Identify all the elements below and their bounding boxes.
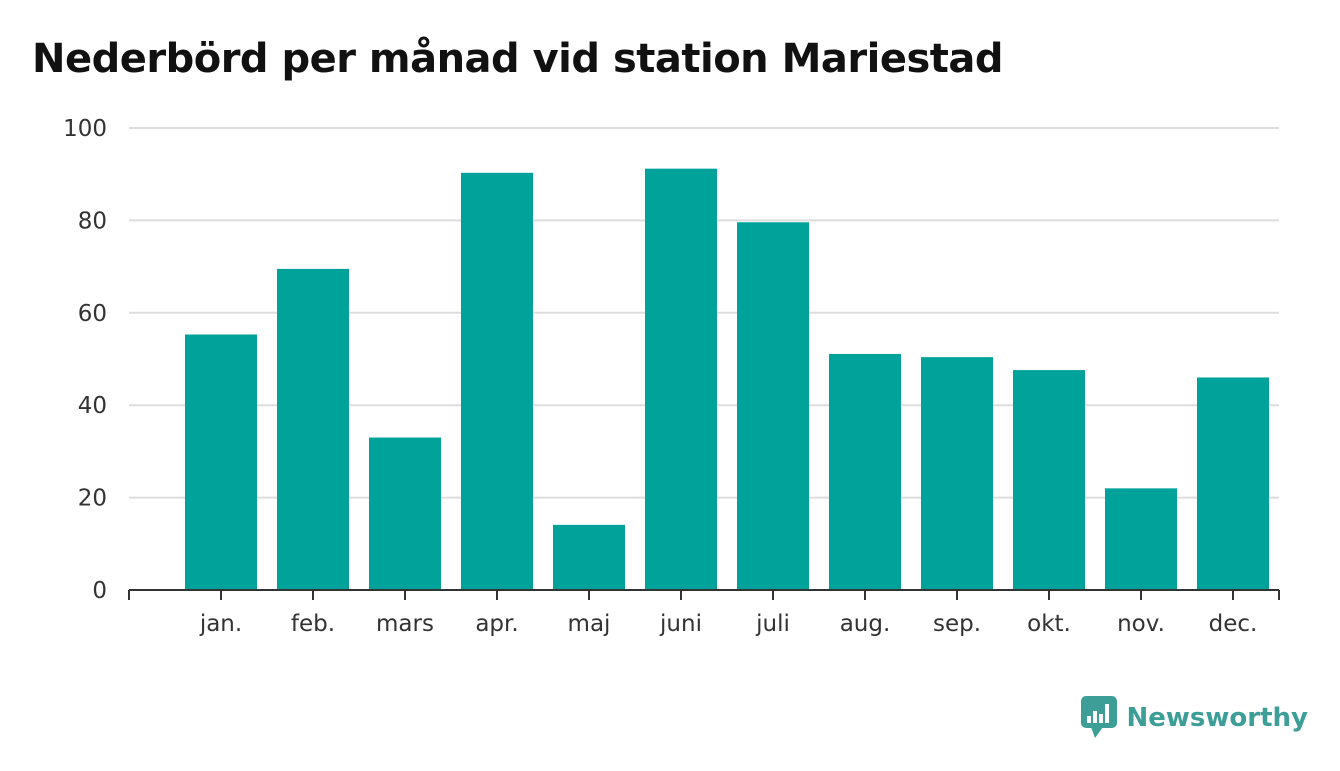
x-tick-label: apr. [475, 611, 518, 637]
bars [185, 168, 1269, 591]
bar [645, 168, 717, 590]
y-tick-label: 0 [92, 578, 107, 604]
y-tick-label: 100 [63, 116, 107, 142]
x-tick-label: juni [659, 611, 702, 637]
bar [277, 268, 349, 590]
y-tick-label: 40 [78, 393, 107, 419]
bar [1197, 377, 1269, 590]
bar [1105, 488, 1177, 590]
bar [737, 222, 809, 591]
brand-name: Newsworthy [1126, 703, 1308, 733]
x-tick-label: dec. [1209, 611, 1258, 637]
bar [1013, 370, 1085, 590]
axes [128, 589, 1280, 600]
newsworthy-brand: Newsworthy [1080, 696, 1308, 740]
y-tick-label: 80 [78, 208, 107, 234]
tick-labels: 0 20 40 60 80 100 jan. feb. mars apr. maj juni juli a… [63, 116, 1257, 637]
bar [461, 172, 533, 590]
bar [921, 357, 993, 590]
y-tick-label: 20 [78, 486, 107, 512]
x-tick-label: okt. [1027, 611, 1071, 637]
chart-title: Nederbörd per månad vid station Mariesta… [32, 36, 1004, 82]
x-tick-label: juli [755, 611, 790, 637]
bar [185, 334, 257, 590]
x-tick-label: maj [568, 611, 611, 637]
y-tick-label: 60 [78, 301, 107, 327]
x-tick-label: sep. [933, 611, 981, 637]
x-tick-label: aug. [840, 611, 891, 637]
x-tick-label: mars [376, 611, 434, 637]
bar [369, 437, 441, 590]
x-tick-label: feb. [291, 611, 335, 637]
newsworthy-logo-icon [1080, 696, 1117, 738]
bar [553, 524, 625, 590]
bar [829, 353, 901, 590]
x-tick-label: jan. [199, 611, 242, 637]
x-tick-label: nov. [1117, 611, 1165, 637]
